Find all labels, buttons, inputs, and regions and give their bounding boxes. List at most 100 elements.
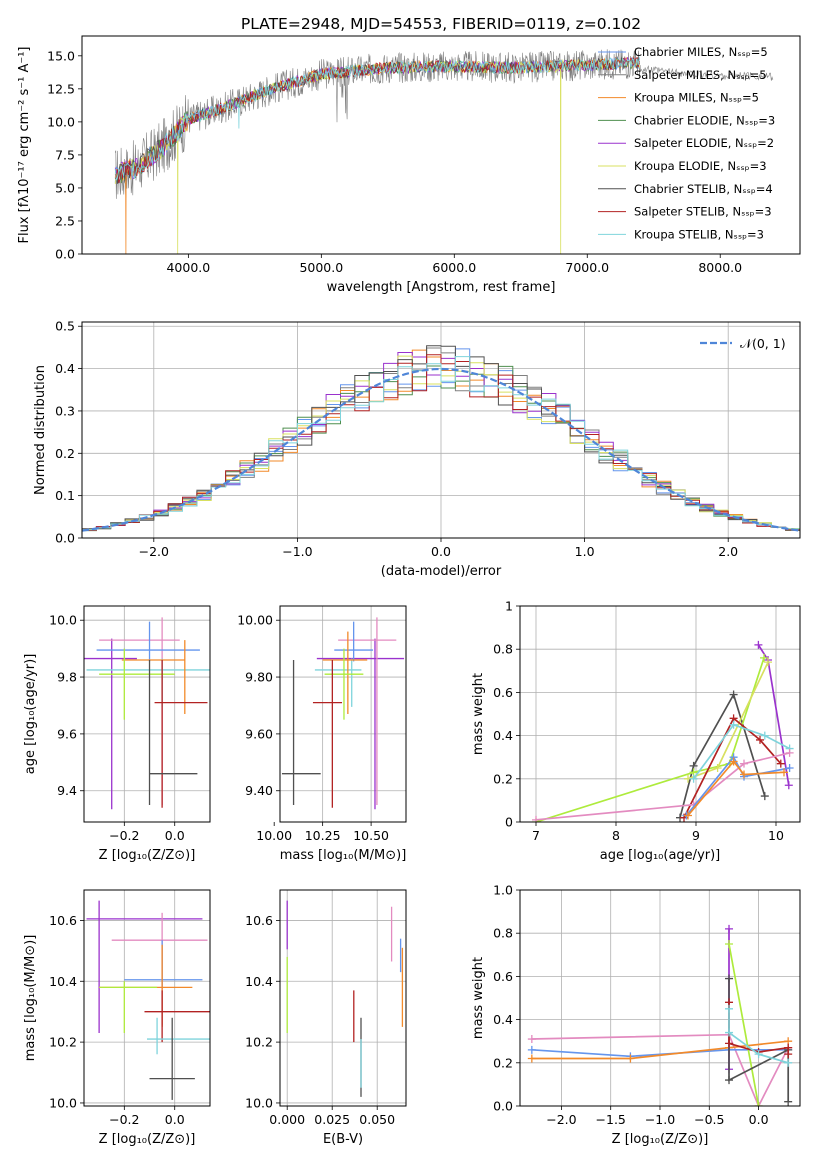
massweight_vs_age-plot-area: [520, 606, 800, 822]
y-tick-label: 10.0: [49, 1095, 77, 1110]
mass-weight-marker: [725, 1039, 734, 1048]
y-tick-label: 10.4: [49, 974, 77, 989]
x-axis-label: (data-model)/error: [381, 564, 502, 579]
y-tick-label: 7.5: [55, 147, 75, 162]
legend-entry: Salpeter ELODIE, Nₛₛₚ=2: [634, 136, 774, 150]
y-tick-label: 0.3: [55, 403, 75, 418]
axes-frame: [83, 889, 211, 1107]
y-tick-label: 0.8: [493, 926, 513, 941]
y-tick-label: 10.6: [245, 913, 273, 928]
mass_vs_ebv-plot-area: [280, 890, 406, 1106]
x-tick-label: 4000.0: [166, 260, 210, 275]
x-axis-label: Z [log₁₀(Z/Z⊙)]: [99, 848, 196, 863]
y-tick-label: 0.4: [55, 361, 75, 376]
x-tick-label: 8: [612, 828, 620, 843]
spectrum-series-kroupa_stelib: [114, 57, 640, 181]
mass-weight-line-chabrier_stelib: [679, 692, 766, 818]
mass-weight-marker: [784, 1097, 793, 1106]
y-tick-label: 9.80: [245, 670, 273, 685]
y-tick-label: 9.40: [245, 783, 273, 798]
axes-frame: [279, 889, 407, 1107]
x-axis-label: age [log₁₀(age/yr)]: [600, 848, 721, 863]
mass_vs_ebv-panel: 0.000 0.025 0.050 10.0 10.2 10.4 10.6 E(B-V): [245, 889, 407, 1147]
mass-weight-line-kroupa_miles: [531, 1040, 789, 1060]
age_vs_mass-plot-area: [280, 606, 406, 822]
massweight_vs_Z-panel: −2.0 −1.5 −1.0 −0.5 0.0 0.0 0.2 0.4 0.6 0.8 1.0 Z […: [471, 883, 801, 1147]
mass-weight-marker: [754, 640, 763, 649]
y-tick-label: 2.5: [55, 213, 75, 228]
mass-weight-marker: [760, 653, 768, 662]
y-tick-label: 12.5: [47, 81, 75, 96]
y-tick-label: 1: [505, 599, 513, 614]
mass-weight-marker: [626, 1054, 635, 1063]
y-tick-label: 10.0: [47, 114, 75, 129]
axes-frame: [519, 605, 801, 823]
legend-entry: Kroupa ELODIE, Nₛₛₚ=3: [634, 159, 767, 173]
residuals-plot-area: [82, 322, 800, 538]
mass-weight-marker: [760, 731, 769, 740]
figure-title: PLATE=2948, MJD=54553, FIBERID=0119, z=0…: [241, 15, 641, 33]
y-tick-label: 0.5: [55, 319, 75, 334]
mass-weight-marker: [785, 748, 794, 757]
x-axis-label: wavelength [Angstrom, rest frame]: [327, 280, 556, 295]
y-tick-label: 0.2: [55, 446, 75, 461]
x-tick-label: 10.00: [256, 828, 292, 843]
mass-weight-marker: [756, 735, 764, 744]
y-tick-label: 10.0: [49, 613, 77, 628]
massweight_vs_age-panel: 7 8 9 10 0 0.2 0.4 0.6 0.8 1 age [log₁₀(age/yr)] ma…: [471, 599, 801, 863]
y-tick-label: 9.8: [57, 670, 77, 685]
x-tick-label: −1.0: [282, 544, 312, 559]
axes-frame: [81, 35, 801, 255]
x-tick-label: 7: [532, 828, 540, 843]
x-axis-label: Z [log₁₀(Z/Z⊙)]: [612, 1132, 709, 1147]
x-tick-label: 10: [768, 828, 784, 843]
y-tick-label: 0.0: [55, 531, 75, 546]
x-tick-label: −2.0: [546, 1112, 576, 1127]
mass-weight-marker: [527, 1054, 536, 1063]
x-tick-label: −0.2: [109, 828, 139, 843]
y-tick-label: 10.4: [245, 974, 273, 989]
x-tick-label: 0.0: [431, 544, 451, 559]
age_vs_Z-plot-area: [84, 606, 210, 822]
y-tick-label: 0.2: [493, 1055, 513, 1070]
y-tick-label: 1.0: [493, 883, 513, 898]
y-tick-label: 0.6: [493, 969, 513, 984]
y-tick-label: 0.8: [493, 642, 513, 657]
y-axis-label: Flux [fλ10⁻¹⁷ erg cm⁻² s⁻¹ A⁻¹]: [17, 47, 32, 244]
mass-weight-marker: [729, 720, 738, 729]
x-tick-label: −1.0: [645, 1112, 675, 1127]
y-tick-label: 10.2: [245, 1035, 273, 1050]
x-tick-label: −2.0: [139, 544, 169, 559]
spectrum-series-salpeter_stelib: [114, 56, 640, 184]
axes-frame: [519, 889, 801, 1107]
mass-weight-line-kroupa_stelib: [692, 723, 790, 780]
mass_vs_Z-panel: −0.2 0.0 10.0 10.2 10.4 10.6 Z [log₁₀(Z/Z⊙)] ma…: [23, 889, 211, 1147]
mass-weight-marker: [780, 768, 788, 777]
legend-entry: Chabrier ELODIE, Nₛₛₚ=3: [634, 113, 775, 127]
y-tick-label: 15.0: [47, 48, 75, 63]
x-tick-label: 9: [692, 828, 700, 843]
mass-weight-marker: [527, 1045, 536, 1054]
y-axis-label: Normed distribution: [33, 365, 48, 495]
y-tick-label: 9.4: [57, 783, 77, 798]
mass-weight-marker: [725, 924, 734, 933]
mass-weight-marker: [729, 757, 738, 766]
mass-weight-marker: [725, 1004, 734, 1013]
y-tick-label: 0.4: [493, 1012, 513, 1027]
x-tick-label: 0.050: [359, 1112, 395, 1127]
x-tick-label: 7000.0: [565, 260, 609, 275]
mass-weight-marker: [729, 690, 738, 699]
mass-weight-marker: [532, 815, 540, 822]
x-axis-label: Z [log₁₀(Z/Z⊙)]: [99, 1132, 196, 1147]
mass-weight-marker: [527, 1035, 536, 1044]
x-tick-label: 8000.0: [698, 260, 742, 275]
mass-weight-line-lime: [728, 943, 760, 1106]
massweight_vs_Z-plot-area: [520, 890, 800, 1106]
legend-entry: Chabrier MILES, Nₛₛₚ=5: [634, 45, 768, 59]
histogram-chabrier_stelib: [82, 345, 800, 531]
mass-weight-marker: [754, 1050, 763, 1059]
x-tick-label: 5000.0: [299, 260, 343, 275]
y-tick-label: 10.0: [245, 1095, 273, 1110]
mass-weight-marker: [740, 770, 748, 779]
